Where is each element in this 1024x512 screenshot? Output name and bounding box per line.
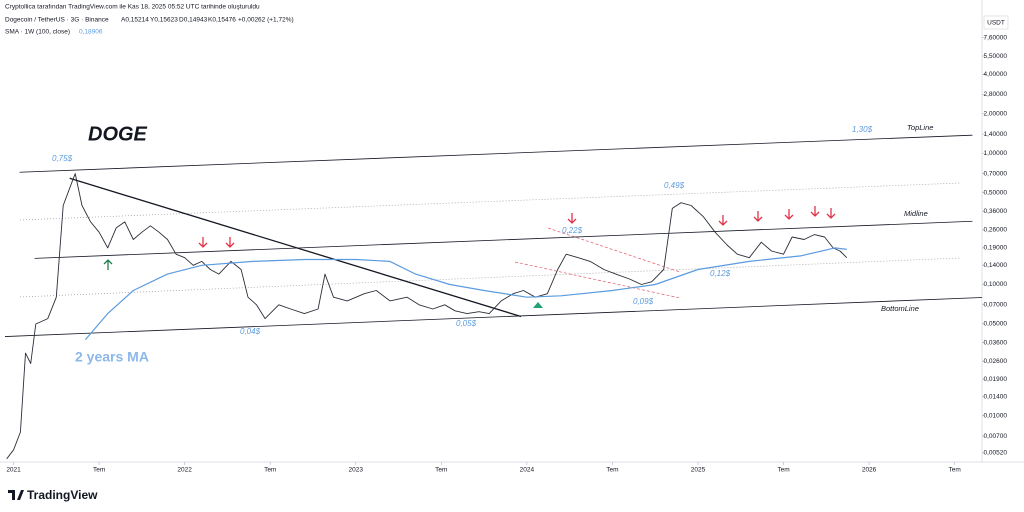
open: A0,15214 <box>121 17 149 24</box>
annotation: 0,49$ <box>664 181 685 190</box>
credit: Cryptollica tarafından TradingView.com i… <box>5 4 260 11</box>
annotation: 0,05$ <box>456 319 477 328</box>
y-tick-label: 0,07000 <box>984 302 1008 309</box>
x-tick-label: Tem <box>948 467 960 474</box>
annotation: 0,12$ <box>710 269 731 278</box>
y-tick-label: 1,40000 <box>984 131 1008 138</box>
y-tick-label: 0,01400 <box>984 393 1008 400</box>
annotation: 0,22$ <box>562 226 583 235</box>
close: K0,15476 <box>208 17 236 24</box>
annotation: 2 years MA <box>75 349 149 365</box>
x-tick-label: Tem <box>264 467 276 474</box>
y-tick-label: 0,00520 <box>984 450 1008 457</box>
x-tick-label: Tem <box>606 467 618 474</box>
x-tick-label: Tem <box>435 467 447 474</box>
y-tick-label: 0,02600 <box>984 358 1008 365</box>
trend-line-label: Midline <box>904 209 928 218</box>
trend-line-label: TopLine <box>907 123 933 132</box>
y-tick-label: 0,03600 <box>984 339 1008 346</box>
trend-line <box>4 297 983 337</box>
trend-line-label: BottomLine <box>881 304 919 313</box>
y-tick-label: 0,01900 <box>984 376 1008 383</box>
logo-text: TradingView <box>27 488 98 502</box>
logo: TradingView <box>8 488 98 502</box>
y-tick-label: 0,05000 <box>984 321 1008 328</box>
y-tick-label: 0,00700 <box>984 433 1008 440</box>
y-tick-label: 0,10000 <box>984 281 1008 288</box>
y-tick-label: 0,14000 <box>984 262 1008 269</box>
annotation: 1,30$ <box>852 125 873 134</box>
y-tick-label: 0,70000 <box>984 170 1008 177</box>
red-dashed <box>547 227 681 273</box>
x-tick-label: 2023 <box>349 467 364 474</box>
y-tick-label: 0,50000 <box>984 189 1008 196</box>
x-tick-label: 2022 <box>177 467 192 474</box>
green-triangle <box>533 302 543 308</box>
sma-legend: SMA · 1W (100, close) <box>5 29 70 36</box>
trend-line <box>19 134 973 173</box>
y-tick-label: 0,26000 <box>984 227 1008 234</box>
price-line <box>6 173 848 460</box>
red-dashed <box>514 261 681 299</box>
x-tick-label: 2026 <box>862 467 877 474</box>
y-tick-label: 1,00000 <box>984 150 1008 157</box>
symbol: Dogecoin / TetherUS · 3G · Binance <box>5 17 109 24</box>
y-tick-label: 4,00000 <box>984 71 1008 78</box>
red-arrows <box>198 206 836 248</box>
annotation: 0,09$ <box>633 297 654 306</box>
sma-value: 0,18906 <box>79 29 103 36</box>
y-tick-label: 5,50000 <box>984 53 1008 60</box>
x-tick-label: 2021 <box>6 467 21 474</box>
y-tick-label: 0,01000 <box>984 412 1008 419</box>
x-tick-label: Tem <box>93 467 105 474</box>
x-tick-label: 2024 <box>520 467 535 474</box>
trend-line <box>34 220 973 259</box>
x-tick-label: Tem <box>777 467 789 474</box>
dotted-channel <box>19 182 961 221</box>
annotation: 0,75$ <box>52 154 73 163</box>
change: +0,00262 (+1,72%) <box>238 17 294 24</box>
low: D0,14943 <box>179 17 208 24</box>
annotation: DOGE <box>88 123 148 145</box>
y-tick-label: 0,36000 <box>984 208 1008 215</box>
x-tick-label: 2025 <box>691 467 706 474</box>
trend-line <box>69 177 522 318</box>
high: Y0,15623 <box>150 17 178 24</box>
dotted-channel <box>19 257 961 298</box>
y-tick-label: 7,60000 <box>984 34 1008 41</box>
y-tick-label: 2,80000 <box>984 91 1008 98</box>
y-tick-label: 0,19000 <box>984 245 1008 252</box>
sma-line <box>84 247 847 340</box>
green-arrow <box>103 259 113 270</box>
currency[interactable]: USDT <box>987 20 1005 27</box>
currency-box[interactable] <box>983 15 1009 30</box>
annotation: 0,04$ <box>240 327 261 336</box>
y-tick-label: 2,00000 <box>984 110 1008 117</box>
